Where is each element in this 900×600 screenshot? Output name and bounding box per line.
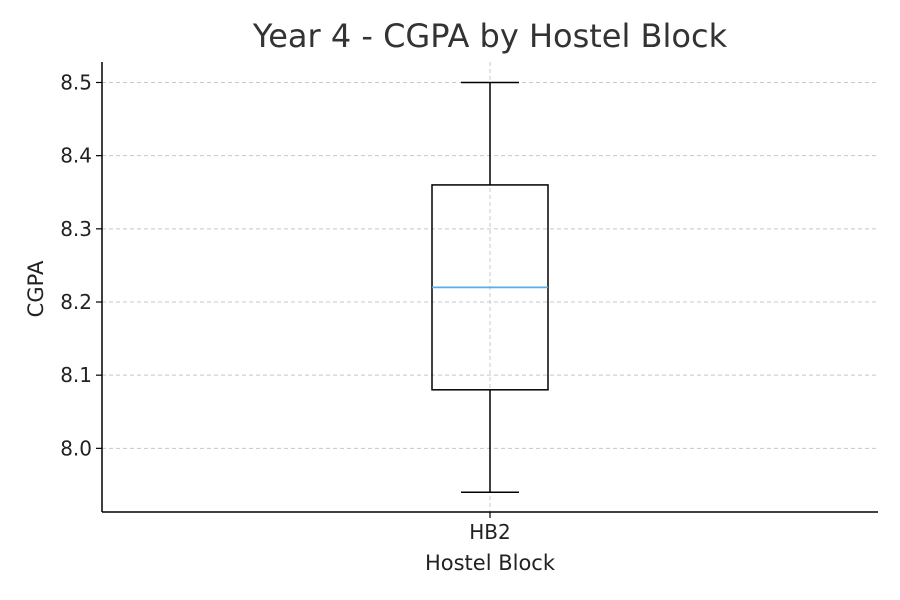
x-tick-label: HB2 [469,520,510,544]
y-tick-label: 8.4 [60,144,92,168]
y-tick-label: 8.2 [60,290,92,314]
chart-title: Year 4 - CGPA by Hostel Block [252,17,728,55]
x-axis-label: Hostel Block [425,551,556,575]
y-tick-label: 8.5 [60,70,92,94]
y-axis-label: CGPA [24,260,48,317]
y-tick-label: 8.0 [60,436,92,460]
box-plot [431,81,549,493]
x-axis: HB2 [102,511,878,544]
y-axis: 8.0 8.1 8.2 8.3 8.4 8.5 [60,62,103,512]
y-tick-label: 8.1 [60,363,92,387]
box-HB2 [431,81,549,493]
y-tick-label: 8.3 [60,217,92,241]
